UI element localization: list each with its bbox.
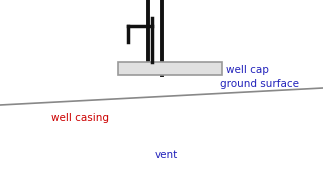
Text: well casing: well casing <box>51 113 109 123</box>
Text: ground surface: ground surface <box>220 79 299 89</box>
Text: vent: vent <box>155 150 178 160</box>
Bar <box>118 62 222 75</box>
Text: well cap: well cap <box>226 65 269 75</box>
